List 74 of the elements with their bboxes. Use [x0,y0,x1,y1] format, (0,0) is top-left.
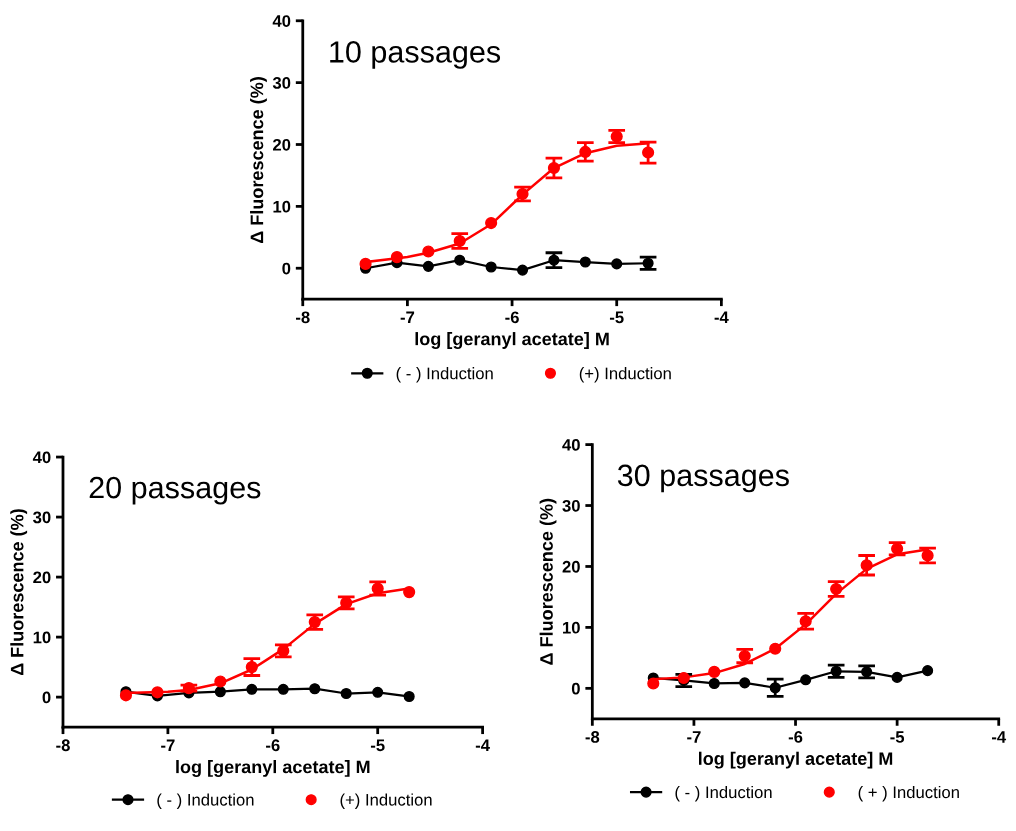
x-tick-label: -8 [56,739,70,752]
point [579,256,591,268]
x-tick-label: -8 [296,311,310,324]
legend-label: ( + ) Induction [858,785,959,802]
y-tick-label: 40 [32,451,51,464]
y-axis-title: Δ Fluorescence (%) [539,498,557,665]
x-tick-label: -6 [266,739,280,752]
y-tick-label: 10 [273,200,291,213]
y-tick-label: 0 [42,691,51,704]
x-tick-label: -7 [687,731,701,743]
point [372,686,384,698]
point [403,586,416,599]
point [708,665,721,678]
x-tick-label: -7 [161,739,175,752]
x-axis-title: log [geranyl acetate] M [176,760,370,777]
y-axis-title: Δ Fluorescence (%) [250,77,267,243]
legend-label: (+) Induction [579,367,671,383]
point [739,677,751,689]
point [277,683,289,695]
y-tick-label: 40 [272,15,291,27]
x-tick-label: -6 [788,731,803,743]
x-axis-title: log [geranyl acetate] M [415,332,609,349]
y-axis-title: Δ Fluorescence (%) [10,509,28,676]
y-tick-label: 30 [272,77,291,89]
x-tick-label: -5 [890,731,905,743]
point [800,674,812,686]
x-tick-label: -7 [400,311,415,324]
point [611,258,623,270]
x-axis-title: log [geranyl acetate] M [698,751,893,769]
x-tick-label: -4 [475,739,490,752]
point [922,665,934,677]
point [485,261,497,273]
y-tick-label: 20 [562,560,580,573]
y-tick-label: 20 [273,138,291,151]
point [246,683,258,695]
point [891,671,903,683]
y-tick-label: 10 [33,631,51,644]
y-tick-label: 10 [563,621,580,634]
x-tick-label: -5 [609,311,624,324]
point [454,254,466,266]
point [769,642,782,655]
point [708,677,720,690]
point [340,687,352,700]
y-tick-label: 30 [33,511,51,524]
legend-label: ( - ) Induction [157,793,254,809]
point [214,675,227,688]
point [516,264,529,276]
x-tick-label: -4 [991,731,1007,743]
point [390,251,404,264]
point [422,245,435,258]
x-tick-label: -8 [585,731,600,743]
x-tick-label: -5 [370,739,385,752]
legend-label: ( - ) Induction [396,367,493,383]
y-tick-label: 40 [562,438,580,451]
legend-label: (+) Induction [340,793,432,809]
legend-label: ( - ) Induction [675,785,772,802]
y-tick-label: 0 [571,682,580,695]
point [422,260,434,272]
x-tick-label: -6 [505,311,519,324]
x-tick-label: -4 [714,311,729,324]
point [309,683,321,695]
point [403,690,415,703]
y-tick-label: 30 [562,499,580,512]
text: 30 passages [617,464,789,493]
point [359,257,372,270]
y-tick-label: 20 [33,571,51,584]
point [119,689,133,702]
point [647,677,660,690]
point [151,686,164,699]
point [214,686,226,698]
text: 10 passages [330,41,501,69]
y-tick-label: 0 [282,262,291,275]
point [485,216,498,230]
text: 20 passages [89,476,261,505]
